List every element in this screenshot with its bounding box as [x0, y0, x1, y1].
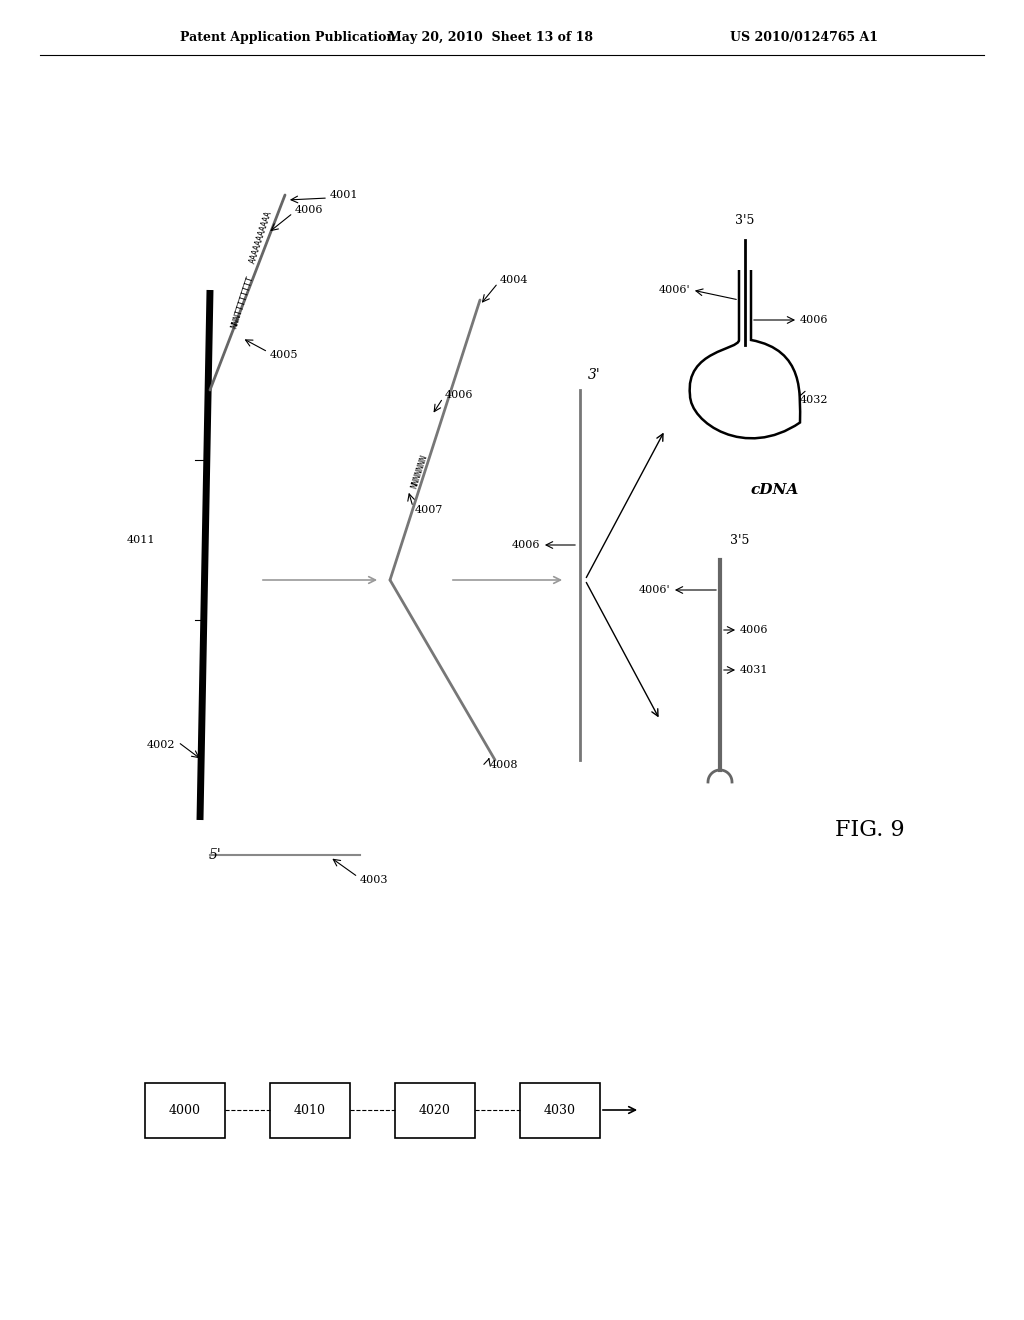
Text: NNNNNNN: NNNNNNN: [410, 454, 429, 490]
Text: AAAAAAAAAAA: AAAAAAAAAAA: [248, 210, 273, 265]
Text: 4006: 4006: [800, 315, 828, 325]
Text: 4006: 4006: [295, 205, 324, 215]
Text: 4020: 4020: [419, 1104, 451, 1117]
Text: 4002: 4002: [146, 741, 175, 750]
Text: May 20, 2010  Sheet 13 of 18: May 20, 2010 Sheet 13 of 18: [387, 32, 593, 45]
Bar: [270, 1082, 350, 1138]
Text: 4032: 4032: [800, 395, 828, 405]
Text: 4004: 4004: [500, 275, 528, 285]
Text: 4006': 4006': [658, 285, 690, 294]
Text: US 2010/0124765 A1: US 2010/0124765 A1: [730, 32, 878, 45]
Text: cDNA: cDNA: [751, 483, 799, 498]
Text: 4006: 4006: [740, 624, 768, 635]
Text: 4011: 4011: [127, 535, 155, 545]
Text: 4006': 4006': [638, 585, 670, 595]
Text: 4001: 4001: [330, 190, 358, 201]
Text: 4010: 4010: [294, 1104, 326, 1117]
Text: Patent Application Publication: Patent Application Publication: [180, 32, 395, 45]
Text: 4030: 4030: [544, 1104, 575, 1117]
Text: 4005: 4005: [270, 350, 299, 360]
Bar: [520, 1082, 600, 1138]
Text: 3': 3': [588, 368, 601, 381]
Text: 4006: 4006: [445, 389, 473, 400]
PathPatch shape: [690, 271, 800, 438]
Bar: [395, 1082, 475, 1138]
Text: NNNTTTTTTTT: NNNTTTTTTTT: [230, 275, 256, 330]
Text: 4006: 4006: [512, 540, 540, 550]
Text: 4008: 4008: [490, 760, 518, 770]
Text: 4031: 4031: [740, 665, 768, 675]
Text: 4000: 4000: [169, 1104, 201, 1117]
Text: FIG. 9: FIG. 9: [836, 818, 905, 841]
Text: 5': 5': [209, 847, 221, 862]
Text: 4007: 4007: [415, 506, 443, 515]
Text: 4003: 4003: [360, 875, 388, 884]
Bar: [145, 1082, 225, 1138]
Text: 3'5: 3'5: [735, 214, 755, 227]
Text: 3'5: 3'5: [730, 533, 750, 546]
